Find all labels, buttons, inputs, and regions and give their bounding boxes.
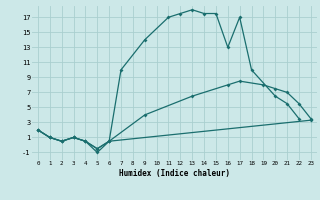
X-axis label: Humidex (Indice chaleur): Humidex (Indice chaleur) (119, 169, 230, 178)
